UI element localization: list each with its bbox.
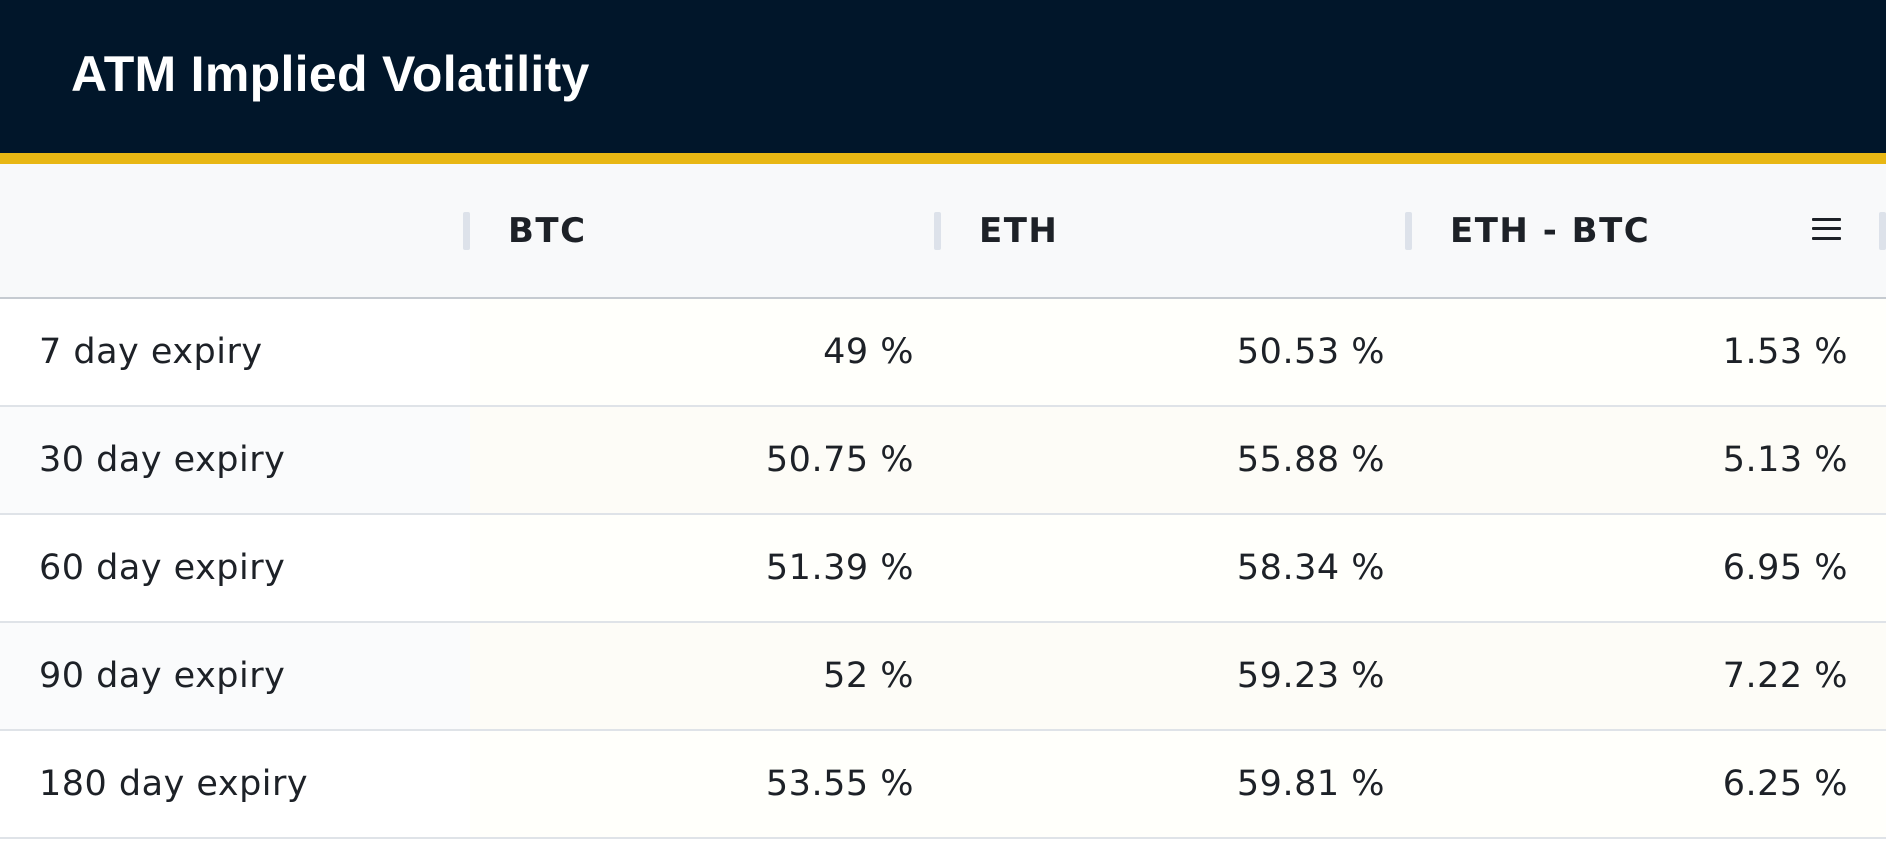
- row-label: 180 day expiry: [0, 731, 470, 837]
- cell-eth: 59.81 %: [941, 731, 1412, 837]
- cell-diff: 6.25 %: [1412, 731, 1886, 837]
- cell-eth: 55.88 %: [941, 407, 1412, 513]
- row-label: 30 day expiry: [0, 407, 470, 513]
- column-resize-handle[interactable]: [1879, 211, 1886, 250]
- cell-btc: 49 %: [470, 299, 941, 405]
- cell-eth: 59.23 %: [941, 623, 1412, 729]
- cell-btc: 52 %: [470, 623, 941, 729]
- table-row: 60 day expiry 51.39 % 58.34 % 6.95 %: [0, 515, 1886, 623]
- cell-eth: 58.34 %: [941, 515, 1412, 621]
- row-label: 60 day expiry: [0, 515, 470, 621]
- row-label: 7 day expiry: [0, 299, 470, 405]
- cell-btc: 53.55 %: [470, 731, 941, 837]
- table-row: 90 day expiry 52 % 59.23 % 7.22 %: [0, 623, 1886, 731]
- table-row: 7 day expiry 49 % 50.53 % 1.53 %: [0, 299, 1886, 407]
- cell-diff: 6.95 %: [1412, 515, 1886, 621]
- column-resize-handle[interactable]: [463, 211, 470, 250]
- table-header: BTC ETH ETH - BTC: [0, 164, 1886, 299]
- column-header-eth[interactable]: ETH: [934, 164, 1405, 297]
- row-label: 90 day expiry: [0, 623, 470, 729]
- column-header-label: [0, 164, 463, 297]
- table-row: 180 day expiry 53.55 % 59.81 % 6.25 %: [0, 731, 1886, 839]
- cell-btc: 51.39 %: [470, 515, 941, 621]
- menu-icon[interactable]: [1812, 217, 1841, 240]
- cell-diff: 7.22 %: [1412, 623, 1886, 729]
- column-resize-handle[interactable]: [934, 211, 941, 250]
- table-row: 30 day expiry 50.75 % 55.88 % 5.13 %: [0, 407, 1886, 515]
- cell-btc: 50.75 %: [470, 407, 941, 513]
- widget-header: ATM Implied Volatility: [0, 0, 1886, 164]
- cell-diff: 1.53 %: [1412, 299, 1886, 405]
- table-body: 7 day expiry 49 % 50.53 % 1.53 % 30 day …: [0, 299, 1886, 839]
- cell-eth: 50.53 %: [941, 299, 1412, 405]
- cell-diff: 5.13 %: [1412, 407, 1886, 513]
- column-header-btc[interactable]: BTC: [463, 164, 934, 297]
- widget-title: ATM Implied Volatility: [71, 45, 590, 102]
- column-header-eth-btc[interactable]: ETH - BTC: [1405, 164, 1886, 297]
- iv-table: BTC ETH ETH - BTC 7 day expiry 49 % 50.5…: [0, 164, 1886, 839]
- column-resize-handle[interactable]: [1405, 211, 1412, 250]
